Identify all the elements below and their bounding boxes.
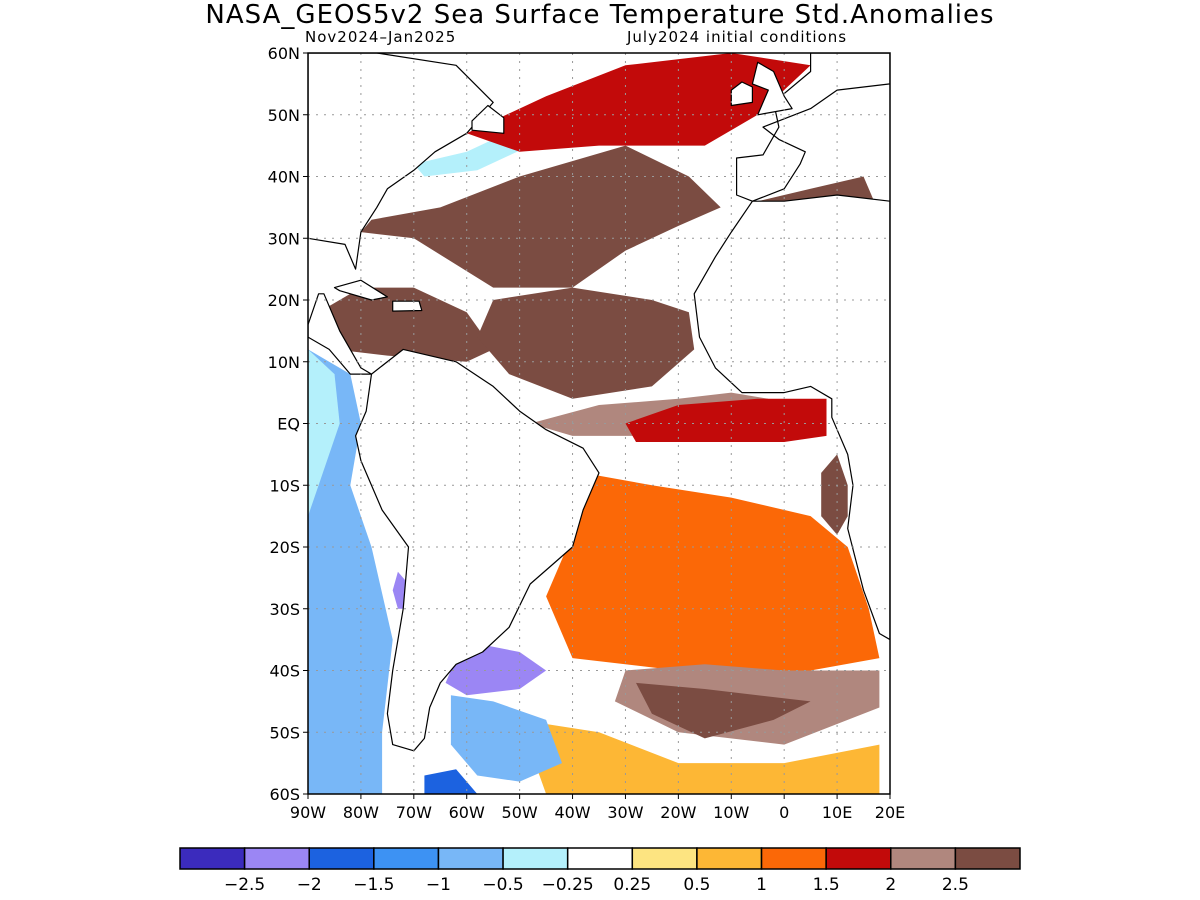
colorbar-swatch xyxy=(760,847,827,870)
lat-tick-label: 10S xyxy=(269,476,300,495)
land-south-america xyxy=(355,348,600,752)
lat-tick-label: 20S xyxy=(269,538,300,557)
anomaly-region-caribbean xyxy=(318,287,494,362)
lat-tick-label: 60S xyxy=(269,785,300,804)
colorbar-label: −2 xyxy=(297,875,322,895)
colorbar-swatch xyxy=(825,847,892,870)
land-ireland xyxy=(730,81,754,107)
anomaly-region-angola-coast xyxy=(821,454,848,535)
colorbar-swatch xyxy=(179,847,246,870)
land-central-america xyxy=(308,293,373,375)
land-north-america xyxy=(308,53,494,270)
colorbar-swatch xyxy=(308,847,375,870)
lat-tick-label: 20N xyxy=(268,291,300,310)
anomaly-region-east-pacific-cool xyxy=(308,349,340,517)
lat-tick-label: 30N xyxy=(268,229,300,248)
colorbar-label: 2.5 xyxy=(942,875,969,895)
colorbar-label: 0.5 xyxy=(683,875,710,895)
colorbar-swatch xyxy=(437,847,504,870)
lon-tick-label: 80W xyxy=(343,803,379,822)
lon-tick-label: 20E xyxy=(875,803,905,822)
land-masses xyxy=(308,53,890,752)
lat-tick-label: 40N xyxy=(268,168,300,187)
lon-tick-label: 40W xyxy=(554,803,590,822)
lat-tick-label: 40S xyxy=(269,662,300,681)
anomaly-region-north-atlantic-subtropics xyxy=(360,145,721,288)
colorbar-label: −1 xyxy=(426,875,451,895)
colorbar-label: −0.25 xyxy=(542,875,594,895)
anomaly-field xyxy=(308,53,880,794)
land-newfoundland xyxy=(471,104,505,134)
lon-tick-label: 50W xyxy=(502,803,538,822)
lon-tick-label: 30W xyxy=(607,803,643,822)
colorbar: −2.5 −2 −1.5 −1 −0.5 −0.25 0.25 0.5 1 1.5 2 2.5 xyxy=(179,847,1021,895)
colorbar-label: 0.25 xyxy=(613,875,651,895)
anomaly-region-tropical-north-atlantic xyxy=(477,287,695,399)
anomaly-region-southern-ocean xyxy=(519,719,880,794)
lon-tick-label: 10E xyxy=(822,803,852,822)
land-great-britain xyxy=(751,61,793,116)
lon-tick-label: 90W xyxy=(290,803,326,822)
lat-tick-label: 50N xyxy=(268,106,300,125)
lat-tick-label: 10N xyxy=(268,353,300,372)
grid-lines xyxy=(308,53,890,794)
colorbar-swatch xyxy=(566,847,634,870)
land-hispaniola xyxy=(392,300,423,312)
latitude-axis: 60N 50N 40N 30N 20N 10N EQ 10S 20S 30S 40S 50S 60S xyxy=(268,44,308,804)
land-africa xyxy=(693,194,890,641)
lon-tick-label: 60W xyxy=(449,803,485,822)
anomaly-region-drake-passage xyxy=(424,769,478,794)
lat-tick-label: EQ xyxy=(277,415,300,434)
lat-tick-label: 50S xyxy=(269,723,300,742)
lon-tick-label: 70W xyxy=(396,803,432,822)
anomaly-region-east-pacific-cold xyxy=(308,349,393,794)
colorbar-swatch xyxy=(696,847,763,870)
initial-conditions: July2024 initial conditions xyxy=(627,28,848,46)
colorbar-label: −0.5 xyxy=(482,875,523,895)
land-cuba xyxy=(333,279,388,301)
colorbar-swatch xyxy=(890,847,957,870)
anomaly-region-south-atlantic-subtropics xyxy=(546,472,880,671)
anomaly-region-gulf-of-guinea xyxy=(625,398,827,442)
colorbar-swatch xyxy=(243,847,310,870)
colorbar-label: −2.5 xyxy=(224,875,265,895)
chart-title: NASA_GEOS5v2 Sea Surface Temperature Std… xyxy=(205,0,995,30)
colorbar-label: 1 xyxy=(756,875,767,895)
colorbar-swatch xyxy=(954,847,1021,870)
lat-tick-label: 30S xyxy=(269,600,300,619)
colorbar-swatch xyxy=(631,847,698,870)
anomaly-region-north-atlantic-orange xyxy=(466,53,811,152)
lon-tick-label: 20W xyxy=(660,803,696,822)
longitude-axis: 90W 80W 70W 60W 50W 40W 30W 20W 10W 0 10E 20E xyxy=(290,794,905,822)
colorbar-swatch xyxy=(373,847,440,870)
lat-tick-label: 60N xyxy=(268,44,300,63)
colorbar-swatch xyxy=(502,847,569,870)
lon-tick-label: 0 xyxy=(779,803,789,822)
anomaly-region-southwest-atlantic-blue xyxy=(450,695,562,782)
anomaly-region-south-atlantic-brown xyxy=(636,682,811,739)
forecast-period: Nov2024–Jan2025 xyxy=(305,28,457,46)
colorbar-label: 1.5 xyxy=(813,875,840,895)
lon-tick-label: 10W xyxy=(713,803,749,822)
colorbar-label: −1.5 xyxy=(353,875,394,895)
colorbar-label: 2 xyxy=(885,875,896,895)
